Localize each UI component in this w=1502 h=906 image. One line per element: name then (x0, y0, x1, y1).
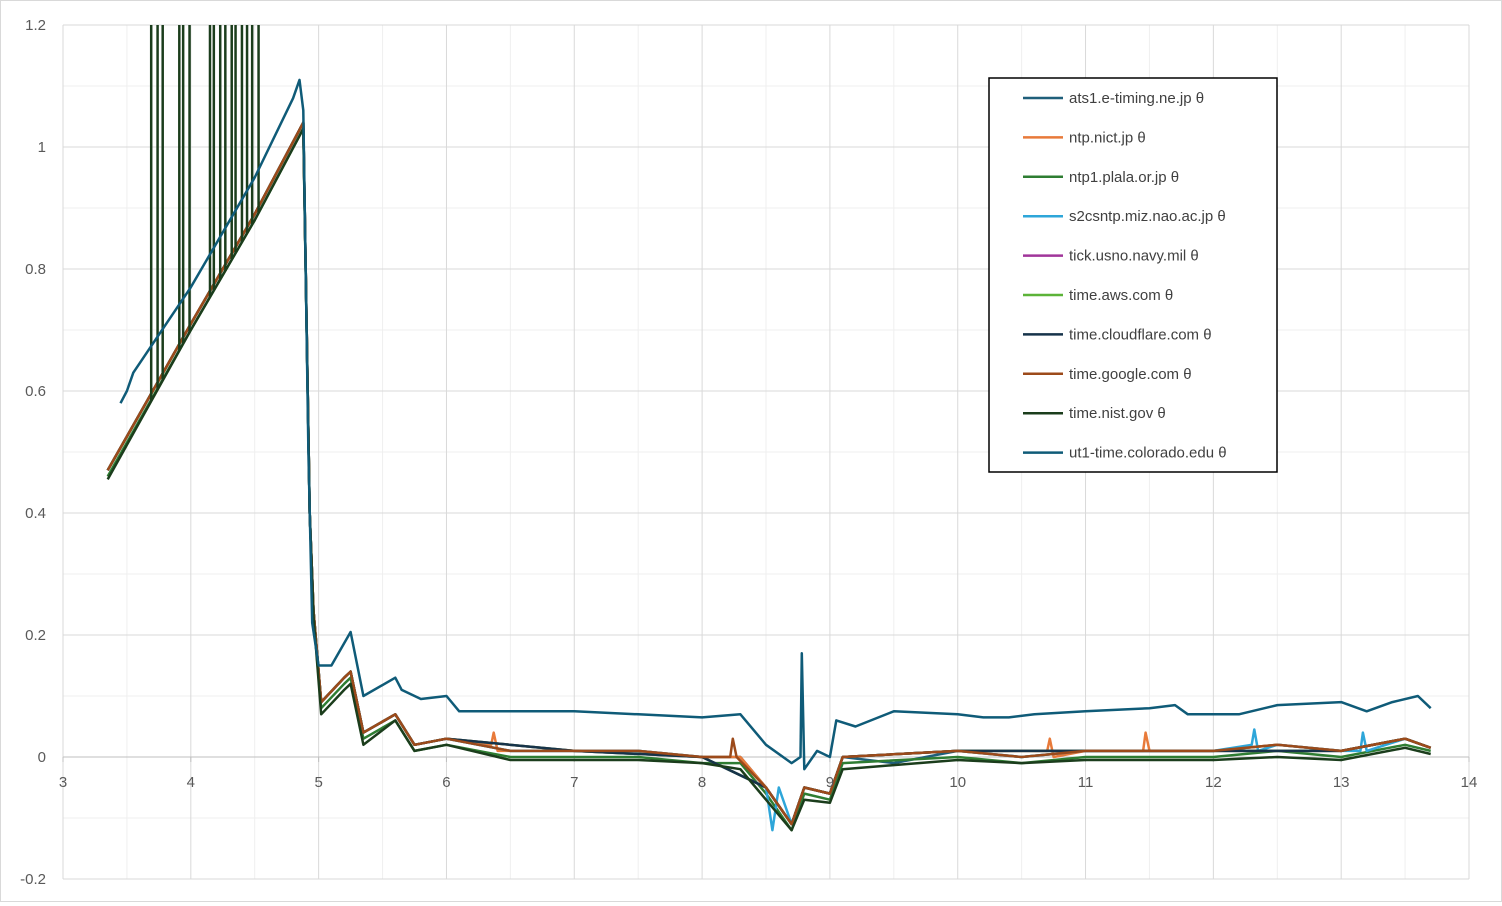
x-tick-label: 8 (698, 774, 706, 791)
legend-label: tick.usno.navy.mil θ (1069, 248, 1199, 265)
legend-label: ats1.e-timing.ne.jp θ (1069, 90, 1204, 107)
x-tick-label: 14 (1461, 774, 1478, 791)
x-tick-label: 3 (59, 774, 67, 791)
legend-box (988, 77, 1278, 473)
x-tick-label: 6 (442, 774, 450, 791)
legend-label: time.google.com θ (1069, 366, 1192, 383)
y-tick-label: -0.2 (20, 871, 46, 888)
x-tick-label: 5 (314, 774, 322, 791)
legend-label: ntp1.plala.or.jp θ (1069, 169, 1179, 186)
y-tick-label: 0.4 (25, 505, 46, 522)
legend-label: time.nist.gov θ (1069, 405, 1166, 422)
minor-grid (63, 25, 1469, 879)
x-tick-label: 7 (570, 774, 578, 791)
series-line-10 (119, 78, 1432, 771)
legend-label: time.aws.com θ (1069, 287, 1173, 304)
tick-labels: 3 4 5 6 7 8 9 10 11 12 13 14 1.2 1 0.8 0.6 0.4 0.2 0 -0.2 (20, 17, 1477, 888)
legend: ats1.e-timing.ne.jp θ ntp.nict.jp θ ntp1.p… (988, 77, 1278, 473)
x-tick-label: 10 (949, 774, 966, 791)
y-tick-label: 0.6 (25, 383, 46, 400)
x-tick-label: 4 (187, 774, 195, 791)
y-tick-label: 0.8 (25, 261, 46, 278)
x-tick-label: 11 (1078, 774, 1094, 791)
x-tick-label: 12 (1205, 774, 1222, 791)
plot-area (106, 25, 1432, 832)
x-tick-label: 13 (1333, 774, 1350, 791)
legend-label: s2csntp.miz.nao.ac.jp θ (1069, 208, 1226, 225)
y-tick-label: 1 (38, 139, 46, 156)
legend-label: ut1-time.colorado.edu θ (1069, 445, 1227, 462)
y-tick-label: 0.2 (25, 627, 46, 644)
y-tick-label: 1.2 (25, 17, 46, 34)
legend-label: time.cloudflare.com θ (1069, 326, 1212, 343)
y-tick-label: 0 (38, 749, 46, 766)
legend-label: ntp.nict.jp θ (1069, 129, 1146, 146)
x-tick-label: 9 (826, 774, 834, 791)
